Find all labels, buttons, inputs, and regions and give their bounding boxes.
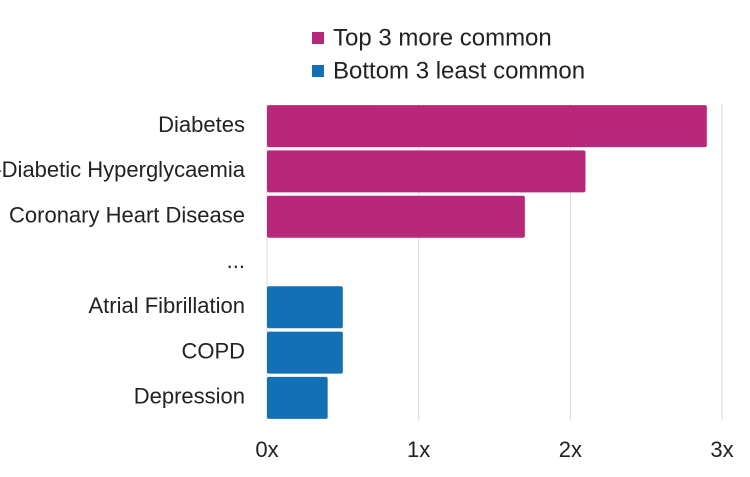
y-tick-label: Non-Diabetic Hyperglycaemia xyxy=(0,157,246,182)
bar xyxy=(267,376,328,419)
y-tick-label: Coronary Heart Disease xyxy=(9,203,245,228)
legend-label: Top 3 more common xyxy=(333,24,552,51)
bar xyxy=(267,331,343,374)
bar xyxy=(267,195,525,238)
y-tick-label: COPD xyxy=(181,338,245,363)
legend-swatch xyxy=(312,65,324,77)
x-tick-label: 3x xyxy=(710,437,733,462)
y-tick-label: Diabetes xyxy=(158,112,245,137)
bar xyxy=(267,286,343,329)
x-tick-label: 0x xyxy=(255,437,278,462)
x-tick-label: 2x xyxy=(559,437,582,462)
legend-swatch xyxy=(312,32,324,44)
x-tick-label: 1x xyxy=(407,437,430,462)
bar xyxy=(267,150,586,193)
bar xyxy=(267,105,707,148)
y-tick-label: ... xyxy=(227,248,245,273)
y-tick-label: Depression xyxy=(134,384,245,409)
y-tick-label: Atrial Fibrillation xyxy=(89,293,246,318)
legend-label: Bottom 3 least common xyxy=(333,57,585,84)
